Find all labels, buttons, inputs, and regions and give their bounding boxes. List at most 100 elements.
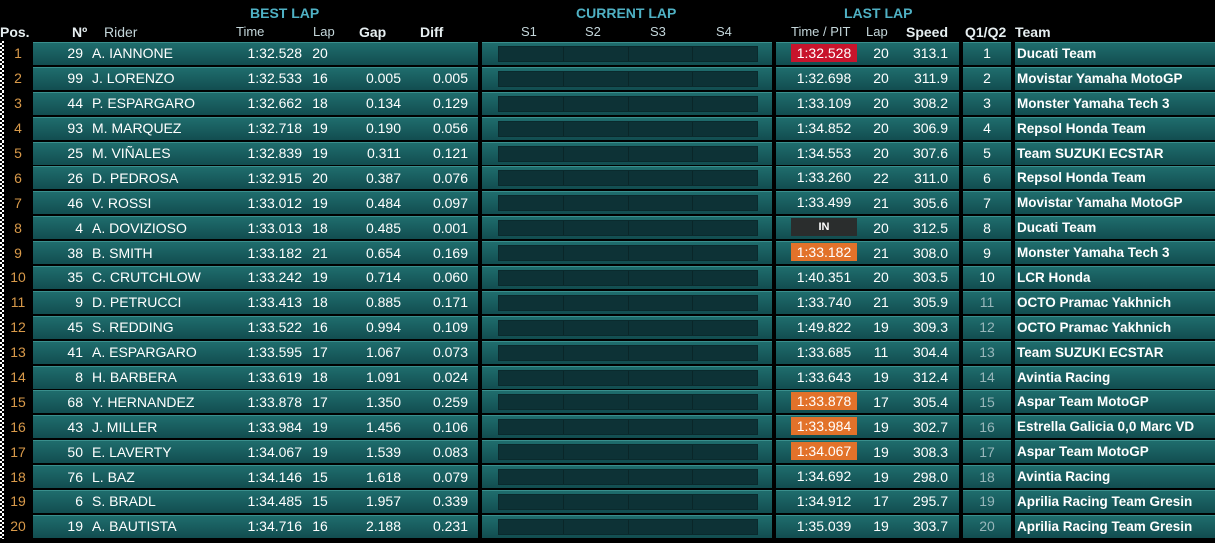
best-lap-panel: [33, 191, 478, 215]
col-header-s3[interactable]: S3: [650, 24, 666, 39]
table-row[interactable]: 10 35 C. CRUTCHLOW 1:33.242 19 0.714 0.0…: [0, 265, 1215, 290]
col-header-q1q2[interactable]: Q1/Q2: [965, 24, 1007, 40]
checkered-flag-marker: [0, 140, 4, 166]
q-panel: [963, 216, 1011, 240]
table-row[interactable]: 20 19 A. BAUTISTA 1:34.716 16 2.188 0.23…: [0, 513, 1215, 539]
last-lap-number: 20: [873, 70, 889, 87]
table-row[interactable]: 4 93 M. MARQUEZ 1:32.718 19 0.190 0.056 …: [0, 115, 1215, 141]
table-row[interactable]: 2 99 J. LORENZO 1:32.533 16 0.005 0.005 …: [0, 65, 1215, 91]
col-header-number[interactable]: Nº: [72, 24, 88, 40]
col-header-s2[interactable]: S2: [585, 24, 601, 39]
team-name: Monster Yamaha Tech 3: [1017, 95, 1170, 111]
table-row[interactable]: 16 43 J. MILLER 1:33.984 19 1.456 0.106 …: [0, 414, 1215, 440]
q-panel: [963, 390, 1011, 414]
diff-value: 0.231: [432, 518, 468, 535]
col-header-gap[interactable]: Gap: [359, 24, 387, 40]
checkered-flag-marker: [0, 190, 4, 216]
table-row[interactable]: 17 50 E. LAVERTY 1:34.067 19 1.539 0.083…: [0, 439, 1215, 465]
col-header-speed[interactable]: Speed: [906, 24, 949, 40]
table-row[interactable]: 6 26 D. PEDROSA 1:32.915 20 0.387 0.076 …: [0, 165, 1215, 191]
best-lap-panel: [33, 116, 478, 140]
col-header-team[interactable]: Team: [1015, 24, 1051, 40]
checkered-flag-marker: [0, 115, 4, 141]
last-lap-time: 1:33.260: [796, 169, 852, 186]
table-row[interactable]: 15 68 Y. HERNANDEZ 1:33.878 17 1.350 0.2…: [0, 389, 1215, 415]
best-lap-number: 18: [312, 369, 328, 386]
team-panel: [1015, 340, 1215, 364]
checkered-flag-marker: [0, 439, 4, 465]
rider-number: 68: [67, 393, 83, 410]
last-lap-number: 20: [873, 120, 889, 137]
checkered-flag-marker: [0, 265, 4, 290]
col-header-last-time[interactable]: Time / PIT: [791, 24, 851, 39]
best-lap-number: 17: [312, 344, 328, 361]
rider-name: S. REDDING: [92, 319, 174, 336]
q-position: 19: [979, 493, 995, 510]
q-panel: [963, 415, 1011, 439]
last-lap-time: 1:35.039: [796, 517, 852, 534]
best-lap-number: 16: [312, 319, 328, 336]
best-lap-time: 1:32.839: [247, 145, 303, 161]
best-lap-group-header: BEST LAP: [250, 5, 320, 21]
table-row[interactable]: 1 29 A. IANNONE 1:32.528 20 1:32.528 20 …: [0, 41, 1215, 66]
col-header-s1[interactable]: S1: [521, 24, 537, 39]
team-panel: [1015, 490, 1215, 514]
last-lap-number: 19: [873, 369, 889, 386]
team-name: Avintia Racing: [1017, 469, 1111, 485]
gap-value: 2.188: [365, 518, 401, 535]
sector-progress-bar: [498, 469, 758, 486]
best-lap-number: 17: [312, 393, 328, 410]
col-header-s4[interactable]: S4: [716, 24, 732, 39]
team-name: Aspar Team MotoGP: [1017, 444, 1149, 460]
col-header-best-time[interactable]: Time: [236, 24, 265, 39]
table-row[interactable]: 5 25 M. VIÑALES 1:32.839 19 0.311 0.121 …: [0, 140, 1215, 166]
best-lap-panel: [33, 290, 478, 314]
q-position: 12: [979, 319, 995, 336]
rider-number: 99: [67, 70, 83, 87]
rider-number: 26: [67, 169, 83, 186]
checkered-flag-marker: [0, 215, 4, 241]
rider-number: 6: [75, 493, 83, 510]
sector-progress-bar: [498, 245, 758, 262]
position-cell: 4: [14, 120, 22, 137]
best-lap-number: 16: [312, 518, 328, 535]
table-row[interactable]: 19 6 S. BRADL 1:34.485 15 1.957 0.339 1:…: [0, 489, 1215, 514]
speed-value: 311.9: [914, 70, 948, 87]
table-row[interactable]: 11 9 D. PETRUCCI 1:33.413 18 0.885 0.171…: [0, 289, 1215, 315]
team-panel: [1015, 390, 1215, 414]
speed-value: 308.0: [912, 244, 948, 261]
table-row[interactable]: 13 41 A. ESPARGARO 1:33.595 17 1.067 0.0…: [0, 339, 1215, 365]
table-row[interactable]: 9 38 B. SMITH 1:33.182 21 0.654 0.169 1:…: [0, 240, 1215, 266]
col-header-best-lap[interactable]: Lap: [313, 24, 335, 39]
speed-value: 305.4: [912, 393, 948, 410]
last-lap-time: 1:33.685: [796, 343, 852, 360]
gap-value: 0.484: [365, 194, 401, 211]
speed-value: 306.9: [912, 120, 948, 137]
team-panel: [1015, 266, 1215, 290]
best-lap-number: 16: [312, 70, 328, 87]
team-name: Repsol Honda Team: [1017, 170, 1146, 186]
table-row[interactable]: 18 76 L. BAZ 1:34.146 15 1.618 0.079 1:3…: [0, 464, 1215, 490]
best-lap-time: 1:33.182: [247, 244, 303, 261]
q-panel: [963, 166, 1011, 190]
table-row[interactable]: 7 46 V. ROSSI 1:33.012 19 0.484 0.097 1:…: [0, 190, 1215, 216]
q-panel: [963, 191, 1011, 215]
col-header-pos[interactable]: Pos.: [0, 24, 30, 40]
table-row[interactable]: 14 8 H. BARBERA 1:33.619 18 1.091 0.024 …: [0, 364, 1215, 390]
gap-value: 0.485: [365, 219, 401, 236]
q-panel: [963, 340, 1011, 364]
col-header-last-lap[interactable]: Lap: [866, 24, 888, 39]
speed-value: 302.7: [912, 418, 948, 435]
table-row[interactable]: 8 4 A. DOVIZIOSO 1:33.013 18 0.485 0.001…: [0, 215, 1215, 241]
table-row[interactable]: 12 45 S. REDDING 1:33.522 16 0.994 0.109…: [0, 314, 1215, 340]
last-lap-time: 1:34.067: [791, 442, 857, 461]
best-lap-time: 1:32.915: [247, 169, 303, 186]
diff-value: 0.056: [432, 120, 468, 137]
col-header-diff[interactable]: Diff: [420, 24, 444, 40]
last-lap-number: 19: [873, 468, 889, 485]
col-header-rider[interactable]: Rider: [104, 24, 138, 40]
table-row[interactable]: 3 44 P. ESPARGARO 1:32.662 18 0.134 0.12…: [0, 90, 1215, 116]
best-lap-time: 1:34.067: [247, 443, 303, 460]
q-position: 5: [983, 145, 991, 161]
